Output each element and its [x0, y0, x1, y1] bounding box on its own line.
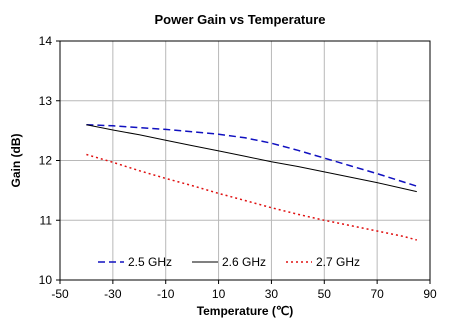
- chart-title: Power Gain vs Temperature: [155, 12, 326, 27]
- legend-label-2-5-ghz: 2.5 GHz: [128, 255, 172, 269]
- x-tick-label: -30: [104, 287, 122, 301]
- x-tick-label: 10: [212, 287, 226, 301]
- x-tick-label: -10: [157, 287, 175, 301]
- y-tick-label: 10: [39, 273, 53, 287]
- x-tick-label: 70: [370, 287, 384, 301]
- legend: 2.5 GHz 2.6 GHz 2.7 GHz: [98, 255, 360, 269]
- y-tick-label: 14: [39, 34, 53, 48]
- x-tick-label: -50: [51, 287, 69, 301]
- y-axis-label: Gain (dB): [9, 134, 23, 188]
- series-lines: [86, 123, 418, 241]
- x-tick-label: 90: [423, 287, 437, 301]
- legend-label-2-6-ghz: 2.6 GHz: [222, 255, 266, 269]
- x-tick-label: 30: [265, 287, 279, 301]
- x-tick-label: 50: [318, 287, 332, 301]
- legend-label-2-7-ghz: 2.7 GHz: [316, 255, 360, 269]
- y-tick-label: 12: [39, 154, 53, 168]
- series-line-2-6-ghz: [86, 124, 417, 193]
- series-line-2-5-ghz: [86, 123, 418, 187]
- y-tick-label: 11: [40, 213, 53, 227]
- y-tick-label: 13: [39, 94, 53, 108]
- series-line-2-7-ghz: [86, 153, 417, 241]
- axis-ticks: -50 -30 -10 10 30 50 70 90 10 11 12 13 14: [39, 34, 437, 301]
- grid: [59, 40, 431, 281]
- x-axis-label: Temperature (℃): [197, 304, 294, 318]
